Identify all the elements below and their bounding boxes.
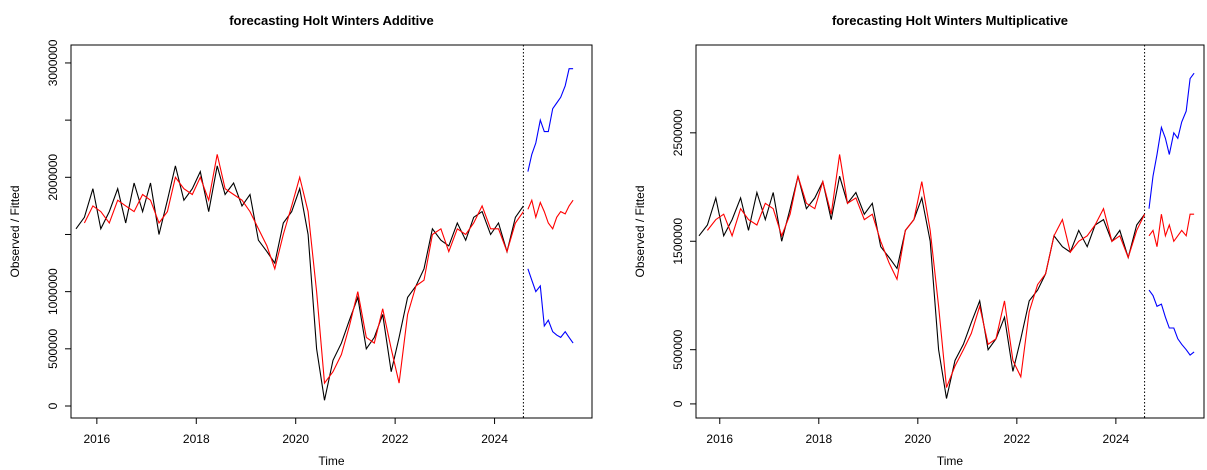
y-axis-label: Observed / Fitted	[8, 185, 22, 277]
plot-frame	[695, 44, 1205, 419]
y-tick-label: 500000	[46, 328, 60, 368]
series-line	[706, 154, 1146, 388]
x-tick-label: 2020	[904, 432, 931, 446]
x-axis-label: Time	[318, 454, 345, 468]
x-tick-label: 2022	[382, 432, 409, 446]
x-tick-label: 2024	[1103, 432, 1130, 446]
series-line	[75, 165, 524, 401]
y-tick-label: 1500000	[671, 218, 685, 265]
x-tick-label: 2016	[83, 432, 110, 446]
series-line	[527, 268, 574, 344]
series-line	[527, 198, 574, 230]
y-tick-label: 3000000	[46, 39, 60, 86]
series-line	[1148, 213, 1195, 247]
series-line	[698, 176, 1146, 399]
plot-frame	[70, 44, 593, 419]
y-tick-label: 500000	[671, 329, 685, 369]
y-tick-label: 2500000	[671, 109, 685, 156]
y-tick-label: 2000000	[46, 154, 60, 201]
x-tick-label: 2018	[805, 432, 832, 446]
series-line	[1148, 72, 1195, 209]
x-tick-label: 2020	[282, 432, 309, 446]
x-tick-label: 2016	[706, 432, 733, 446]
y-axis-label: Observed / Fitted	[633, 185, 647, 277]
y-tick-label: 0	[671, 400, 685, 407]
chart-title: forecasting Holt Winters Additive	[229, 13, 434, 28]
x-tick-label: 2022	[1003, 432, 1030, 446]
chart-title: forecasting Holt Winters Multiplicative	[832, 13, 1068, 28]
series-line	[83, 154, 524, 385]
y-tick-label: 1000000	[46, 268, 60, 315]
x-axis-label: Time	[937, 454, 964, 468]
series-line	[1148, 289, 1195, 356]
x-tick-label: 2024	[481, 432, 508, 446]
x-tick-label: 2018	[183, 432, 210, 446]
series-line	[527, 68, 574, 172]
y-tick-label: 0	[46, 402, 60, 409]
